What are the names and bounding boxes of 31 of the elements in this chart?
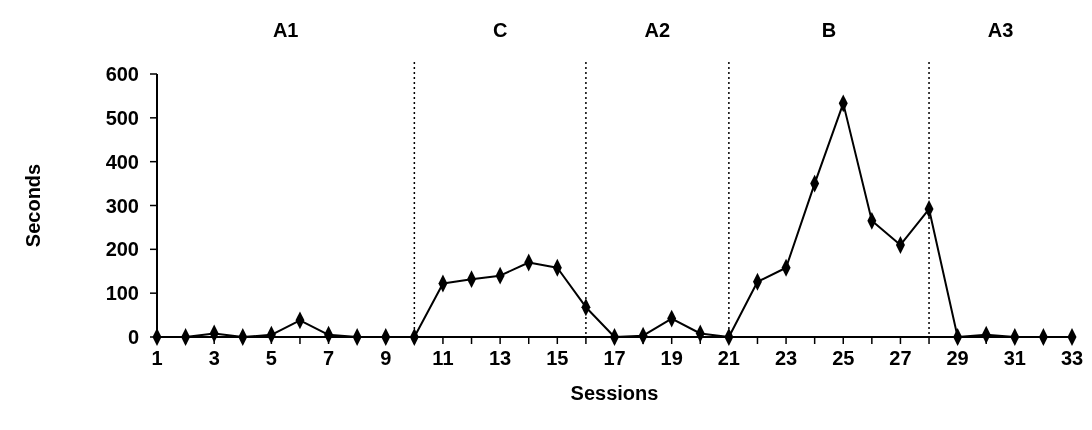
x-tick-label: 1 bbox=[151, 347, 163, 369]
y-tick-label: 300 bbox=[105, 194, 139, 217]
y-tick-label: 0 bbox=[127, 326, 139, 348]
x-tick-label: 23 bbox=[774, 347, 798, 369]
y-tick-label: 500 bbox=[105, 106, 139, 129]
y-tick-label: 100 bbox=[105, 282, 139, 305]
x-tick-label: 3 bbox=[208, 347, 220, 369]
x-tick-label: 7 bbox=[323, 347, 335, 369]
x-tick-label: 21 bbox=[717, 347, 740, 369]
y-axis-title: Seconds bbox=[22, 163, 44, 248]
x-tick-label: 33 bbox=[1060, 347, 1084, 369]
text: A3 bbox=[987, 19, 1014, 41]
text: B bbox=[821, 19, 837, 41]
x-tick-label: 17 bbox=[603, 347, 626, 369]
x-tick-label: 29 bbox=[946, 347, 969, 369]
y-tick-label: 400 bbox=[105, 150, 139, 173]
x-tick-label: 31 bbox=[1003, 347, 1026, 369]
x-tick-label: 27 bbox=[889, 347, 912, 369]
x-tick-label: 19 bbox=[660, 347, 683, 369]
text: C bbox=[492, 19, 508, 41]
x-tick-label: 15 bbox=[546, 347, 569, 369]
x-axis-title: Sessions bbox=[570, 382, 659, 404]
text: A1 bbox=[272, 19, 299, 41]
text: A2 bbox=[644, 19, 671, 41]
y-tick-label: 200 bbox=[105, 238, 139, 261]
x-tick-label: 5 bbox=[265, 347, 277, 369]
x-tick-label: 13 bbox=[489, 347, 512, 369]
x-tick-label: 25 bbox=[832, 347, 855, 369]
y-tick-label: 600 bbox=[105, 63, 139, 85]
x-tick-label: 11 bbox=[432, 347, 454, 369]
x-tick-label: 9 bbox=[380, 347, 392, 369]
